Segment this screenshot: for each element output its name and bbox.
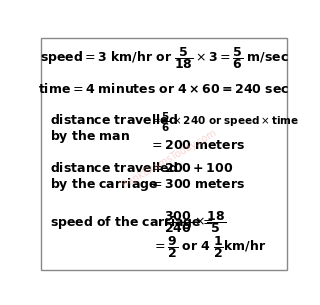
- Text: $= \mathbf{200\ meters}$: $= \mathbf{200\ meters}$: [149, 139, 245, 152]
- Text: $= \dfrac{\mathbf{5}}{\mathbf{6}} \times \mathbf{240}\ \mathbf{or\ speed} \times: $= \dfrac{\mathbf{5}}{\mathbf{6}} \times…: [149, 111, 300, 134]
- FancyBboxPatch shape: [41, 38, 287, 270]
- Text: $\mathbf{speed\ of\ the\ carriage} =$: $\mathbf{speed\ of\ the\ carriage} =$: [50, 214, 214, 231]
- Text: $= \mathbf{200 + 100}$: $= \mathbf{200 + 100}$: [149, 162, 233, 175]
- Text: $\mathbf{distance\ travelled}$: $\mathbf{distance\ travelled}$: [50, 161, 178, 175]
- Text: $\mathbf{by\ the\ carriage}$: $\mathbf{by\ the\ carriage}$: [50, 176, 158, 193]
- Text: $= \mathbf{300\ meters}$: $= \mathbf{300\ meters}$: [149, 178, 245, 191]
- Text: $\mathbf{speed} = \mathbf{3\ km/hr\ or}\ \dfrac{\mathbf{5}}{\mathbf{18}} \times : $\mathbf{speed} = \mathbf{3\ km/hr\ or}\…: [39, 45, 289, 71]
- Text: $= \dfrac{\mathbf{9}}{\mathbf{2}}\ \mathbf{or\ 4}\ \dfrac{\mathbf{1}}{\mathbf{2}: $= \dfrac{\mathbf{9}}{\mathbf{2}}\ \math…: [152, 234, 266, 260]
- Text: $\mathbf{distance\ travelled}$: $\mathbf{distance\ travelled}$: [50, 113, 178, 127]
- Text: BankExamsToday.com: BankExamsToday.com: [120, 127, 218, 190]
- Text: $\dfrac{\mathbf{300}}{\mathbf{240}} \times \dfrac{\mathbf{18}}{\mathbf{5}}$: $\dfrac{\mathbf{300}}{\mathbf{240}} \tim…: [164, 209, 226, 235]
- Text: $\mathbf{by\ the\ man}$: $\mathbf{by\ the\ man}$: [50, 128, 130, 145]
- Text: $\mathbf{time} = \mathbf{4\ minutes\ or\ 4 \times 60 = 240\ sec}$: $\mathbf{time} = \mathbf{4\ minutes\ or\…: [38, 82, 290, 96]
